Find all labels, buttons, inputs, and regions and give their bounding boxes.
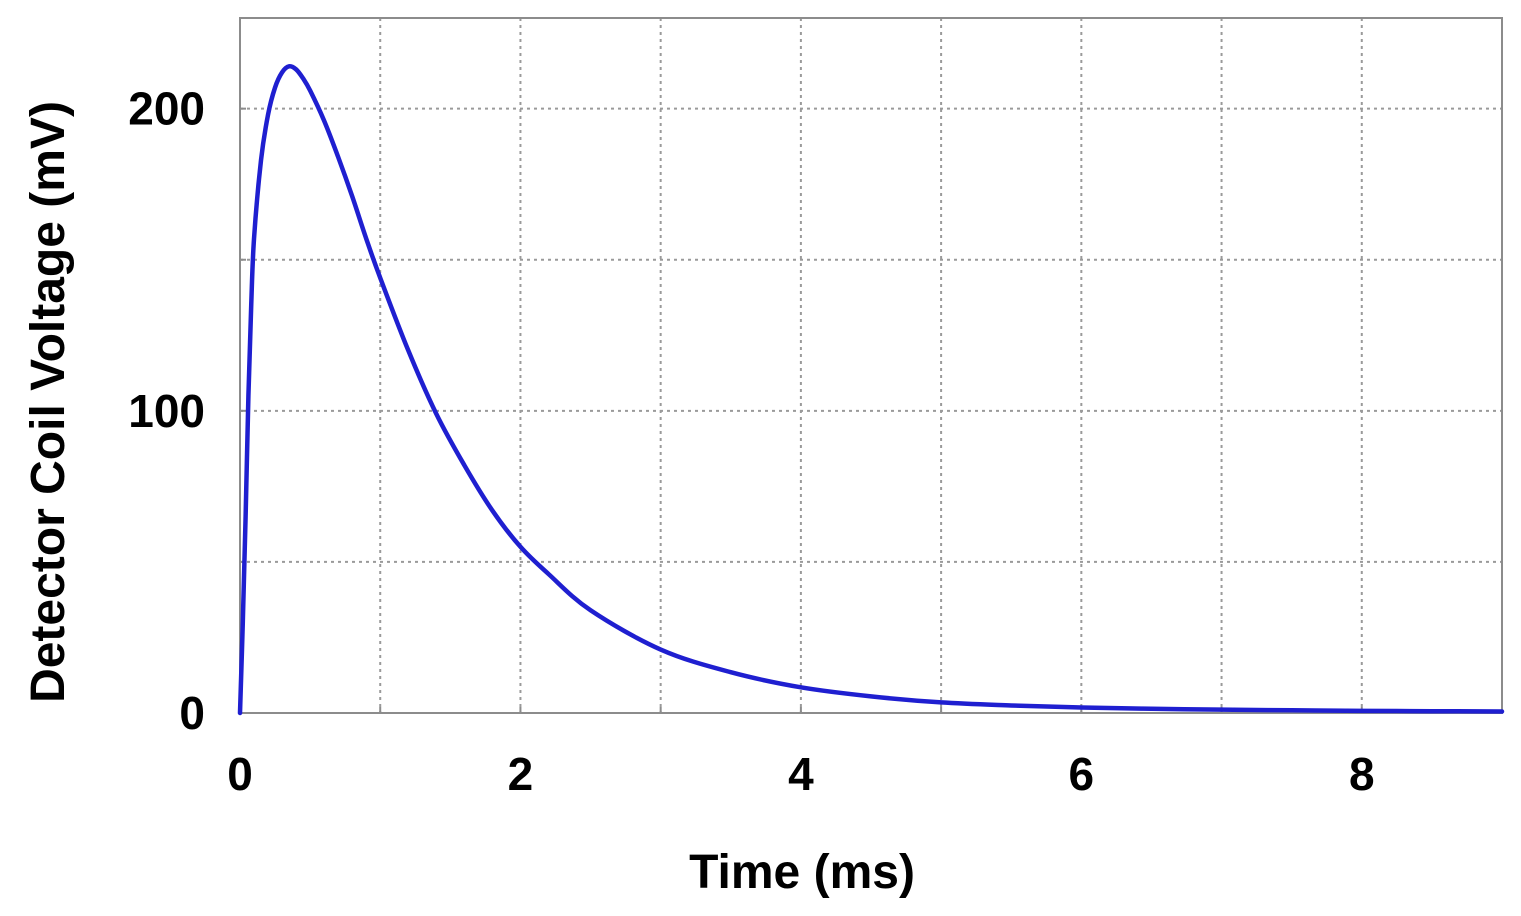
x-tick-label-1: 2 (508, 748, 534, 800)
x-axis-label: Time (ms) (689, 846, 915, 899)
plot-frame (239, 17, 1503, 714)
grid (240, 18, 1502, 714)
y-axis-label: Detector Coil Voltage (mV) (22, 101, 75, 703)
y-tick-label-1: 100 (128, 385, 205, 437)
x-tick-label-2: 4 (788, 748, 814, 800)
y-tick-label-2: 200 (128, 83, 205, 135)
series-line-0 (237, 64, 1505, 716)
tick-labels: 0 2 4 6 8 0 100 200 (128, 83, 1374, 800)
series-layer (237, 64, 1505, 716)
x-tick-label-0: 0 (227, 748, 253, 800)
y-tick-label-0: 0 (179, 687, 205, 739)
x-tick-label-4: 8 (1349, 748, 1375, 800)
x-tick-label-3: 6 (1069, 748, 1095, 800)
